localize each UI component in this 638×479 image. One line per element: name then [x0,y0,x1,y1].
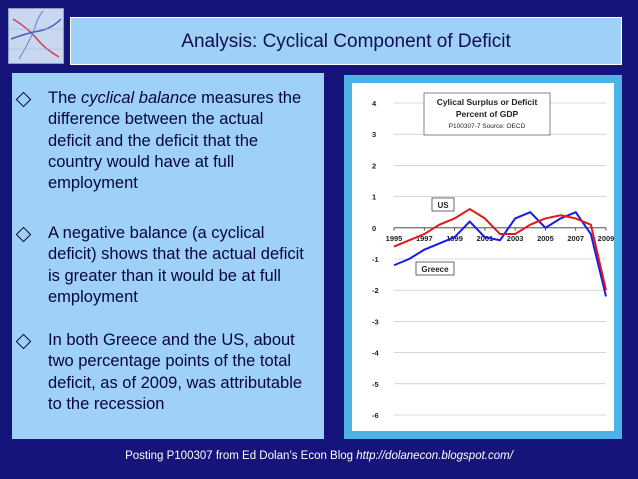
y-tick-label: -1 [372,255,379,264]
bullet-2-line-3: is greater than it would be at full [48,266,281,285]
chart-title: Cylical Surplus or Deficit [437,97,538,107]
y-tick-label: -3 [372,317,379,326]
x-tick-label: 2001 [477,234,494,243]
x-tick-label: 2005 [537,234,554,243]
chart-canvas [352,83,614,431]
y-tick-label: -4 [372,349,379,358]
y-tick-label: 3 [372,130,376,139]
y-tick-label: 0 [372,224,376,233]
bullet-1-line-4: country would have at full [48,152,235,171]
greece-series-line [393,207,607,291]
y-tick-labels: 4 3 2 1 0 -1 -2 -3 -4 -5 -6 [372,99,379,420]
chart-series [393,207,607,297]
bullet-1: The cyclical balance measures the differ… [48,88,324,194]
footer: Posting P100307 from Ed Dolan’s Econ Blo… [0,450,638,462]
x-tick-label: 2009 [598,234,615,243]
bullet-2: A negative balance (a cyclical deficit) … [48,223,324,308]
us-label-box [431,197,455,212]
x-tick-label: 1999 [446,234,463,243]
cyclical-balance-chart: 4 3 2 1 0 -1 -2 -3 -4 -5 -6 1995 1997 1999 2001 2003 20… [352,83,615,431]
footer-text: Posting P100307 from Ed Dolan’s Econ Blo… [125,450,357,462]
diamond-bullet-icon [15,333,32,350]
bullet-2-line-1: A negative balance (a cyclical [48,224,265,242]
y-tick-label: 4 [372,99,377,108]
bullet-3-line-1: In both Greece and the US, about [48,331,295,349]
chart-source: P100307-7 Source: OECD [449,123,526,130]
x-tick-label: 1995 [386,234,403,243]
y-tick-label: -5 [372,380,379,389]
chart-panel: 4 3 2 1 0 -1 -2 -3 -4 -5 -6 1995 1997 1999 2001 2003 20… [344,75,622,439]
x-tick-label: 2007 [567,234,584,243]
chart-title-box [423,92,551,136]
diamond-bullet-icon [15,91,32,108]
title-bar: Analysis: Cyclical Component of Deficit [70,17,622,65]
footer-url[interactable]: http://dolanecon.blogspot.com/ [356,450,513,462]
y-tick-label: 1 [372,193,376,202]
bullet-1-line-3: deficit and the deficit that the [48,131,259,150]
chart-subtitle: Percent of GDP [456,109,519,119]
greece-label-box [415,261,455,276]
bullet-3-line-2: two percentage points of the total [48,352,292,371]
x-tick-labels: 1995 1997 1999 2001 2003 2005 2007 2009 [386,234,615,243]
bullet-3-line-4: to the recession [48,394,165,413]
logo [8,8,64,64]
diamond-bullet-icon [15,226,32,243]
bullet-3: In both Greece and the US, about two per… [48,330,324,415]
y-tick-label: 2 [372,161,376,170]
bullet-box: The cyclical balance measures the differ… [12,73,324,439]
greece-series-label: Greece [421,265,449,274]
y-tick-label: -2 [372,286,379,295]
slide-title: Analysis: Cyclical Component of Deficit [181,31,511,52]
bullet-2-line-2: deficit) shows that the actual deficit [48,245,304,264]
bullet-1-line-5: employment [48,174,138,193]
us-series-line [393,210,607,297]
bullet-2-line-4: employment [48,287,138,306]
x-tick-label: 1997 [416,234,433,243]
bullet-3-line-3: deficit, as of 2009, was attributable [48,373,303,392]
logo-graphic [9,10,63,60]
us-series-label: US [437,201,449,210]
bullet-1-line-1: The cyclical balance measures the [48,89,302,107]
bullet-1-line-2: difference between the actual [48,110,264,129]
x-tick-label: 2003 [507,234,524,243]
y-tick-label: -6 [372,411,379,420]
